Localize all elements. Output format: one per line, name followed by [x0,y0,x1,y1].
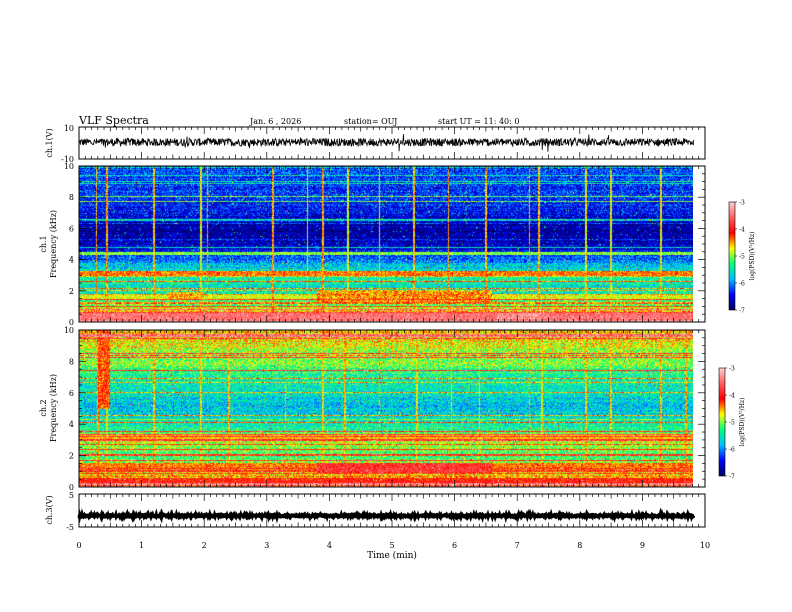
colorbar-label: log(PSD)(V²/Hz) [749,232,756,281]
y-tick-label: 4 [69,420,74,429]
y-tick-label: 8 [69,193,74,202]
colorbar-tick-label: -3 [739,200,745,207]
ch3-wave-tick-bottom: -5 [66,523,74,532]
y-tick-label: 4 [69,256,74,265]
ch2-freq-ticks: 10 8 6 4 2 0 [64,326,705,492]
ch2-spectrogram-image [79,330,693,487]
panel-ch2-spectrogram: 10 8 6 4 2 0 ch.2 Frequency (kHz) [39,326,706,492]
ch3-wave-tick-top: 5 [69,491,74,500]
x-tick-label: 8 [577,541,582,550]
colorbar-ch1: -3 -4 -5 -6 -7 log(PSD)(V²/Hz) [728,200,756,315]
colorbar-tick-label: -7 [739,308,745,315]
ch1-waveform-trace [78,134,695,152]
x-tick-label: 9 [640,541,645,550]
figure-title: VLF Spectra [78,114,149,127]
y-tick-label: 0 [69,483,74,492]
x-tick-label: 4 [327,541,332,550]
colorbar-tick-label: -6 [739,281,745,288]
time-axis-tick-labels: 0 1 2 3 4 5 6 7 8 9 10 [76,541,710,550]
panel-ch3-waveform: 5 -5 ch.3(V) [45,491,706,532]
ch1-freq-ticks: 10 8 6 4 2 0 [64,162,705,327]
y-tick-label: 10 [64,162,74,171]
y-tick-label: 10 [64,326,74,335]
ch1-spec-ylabel-top: ch.1 [39,235,48,252]
y-tick-label: 0 [69,318,74,327]
waveform-line [78,134,695,152]
y-tick-label: 2 [69,287,74,296]
panel-ch1-spectrogram: 10 8 6 4 2 0 ch.1 Frequency (kHz) [39,162,706,327]
colorbar-tick-label: -3 [729,366,735,373]
station-label: station= OUJ [344,117,397,126]
date-label: Jan. 6 , 2026 [249,117,301,126]
colorbar-gradient [728,201,736,311]
ch3-wave-ylabel: ch.3(V) [45,495,54,524]
ch1-wave-tick-bottom: -10 [61,155,74,164]
ch1-wave-tick-top: 10 [64,124,74,133]
start-time-label: start UT = 11: 40: 0 [438,117,519,126]
colorbar-tick-label: -6 [729,447,735,454]
y-tick-label: 6 [69,224,74,233]
colorbar-tick-label: -4 [729,393,735,400]
colorbar-tick-label: -5 [729,420,735,427]
time-axis-label: Time (min) [367,550,417,561]
x-tick-label: 3 [264,541,269,550]
ch2-spec-ylabel-top: ch.2 [39,399,48,416]
ch3-waveform-trace [77,507,696,524]
colorbar-tick-label: -4 [739,227,745,234]
waveform-line [77,507,696,524]
ch1-spec-ylabel: Frequency (kHz) [49,210,58,278]
x-tick-label: 5 [389,541,394,550]
y-tick-label: 8 [69,357,74,366]
x-tick-label: 0 [76,541,81,550]
colorbar-tick-label: -5 [739,254,745,261]
x-tick-label: 7 [515,541,520,550]
x-tick-label: 10 [700,541,710,550]
ch1-spectrogram-image [79,166,693,322]
colorbar-gradient [718,367,726,477]
ch2-spec-ylabel: Frequency (kHz) [49,374,58,442]
panel-ch1-waveform: 10 -10 ch.1(V) [45,124,706,164]
time-axis-ticks [78,127,706,527]
y-tick-label: 2 [69,452,74,461]
colorbar-ch2: -3 -4 -5 -6 -7 log(PSD)(V²/Hz) [718,366,746,481]
x-tick-label: 1 [139,541,144,550]
colorbar-label: log(PSD)(V²/Hz) [739,398,746,447]
colorbar-tick-label: -7 [729,474,735,481]
y-tick-label: 6 [69,389,74,398]
x-tick-label: 2 [202,541,207,550]
ch1-wave-ylabel: ch.1(V) [45,128,54,157]
x-tick-label: 6 [452,541,457,550]
